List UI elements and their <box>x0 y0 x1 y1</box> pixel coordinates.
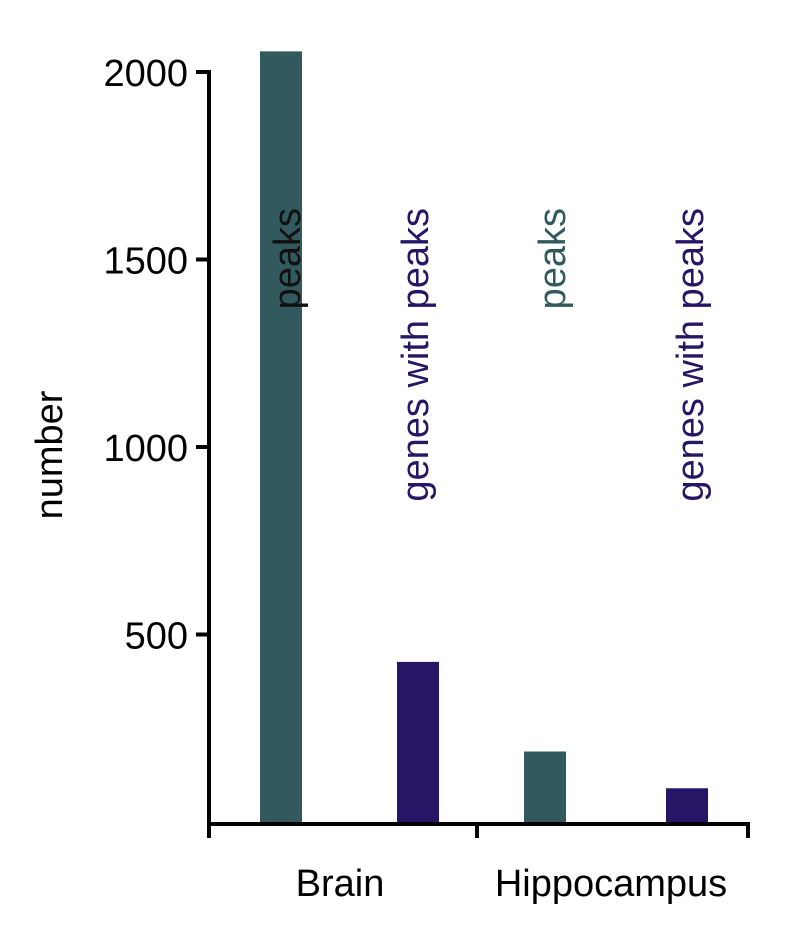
bar-label: peaks <box>267 208 309 309</box>
x-group-label: Brain <box>296 863 385 905</box>
bars: peaks genes with peaks peaks genes with pea… <box>260 51 712 822</box>
y-tick-label: 1500 <box>103 241 188 283</box>
bar <box>260 51 302 822</box>
y-tick-label: 500 <box>125 616 188 658</box>
y-tick-label: 2000 <box>103 53 188 95</box>
x-groups: Brain Hippocampus <box>207 824 750 905</box>
y-ticks: 500 1000 1500 2000 <box>103 53 209 658</box>
bar <box>666 788 708 822</box>
x-group-label: Hippocampus <box>495 863 727 905</box>
bar <box>524 751 566 822</box>
y-tick-label: 1000 <box>103 428 188 470</box>
bar <box>397 661 439 822</box>
bar-label: genes with peaks <box>395 208 437 502</box>
bar-label: peaks <box>532 208 574 309</box>
bar-label: genes with peaks <box>670 208 712 502</box>
y-axis-label: number <box>29 390 71 519</box>
